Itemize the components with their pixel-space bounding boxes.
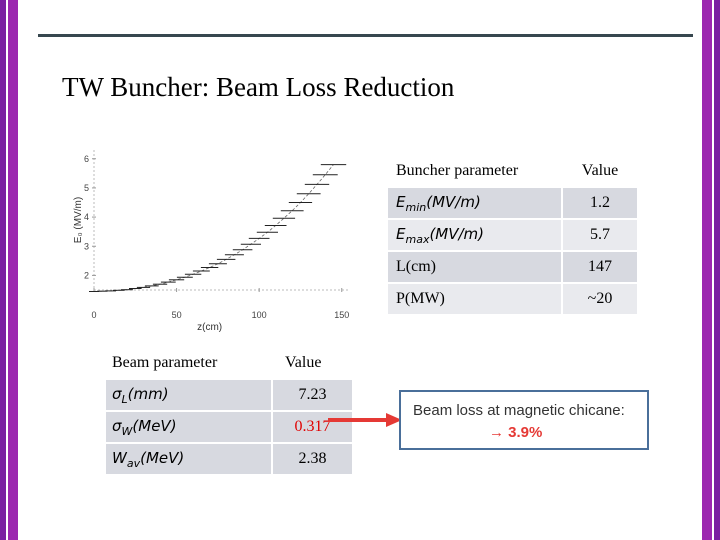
chart-labels: 2 3 4 5 6 0 50 100 150 z(cm) E₀ (MV/m) — [73, 154, 349, 333]
buncher-param-emax: Emax(MV/m) — [388, 220, 561, 252]
buncher-value-power: ~20 — [561, 284, 637, 316]
y-tick-label: 2 — [84, 270, 89, 280]
field-profile-chart: 2 3 4 5 6 0 50 100 150 z(cm) E₀ (MV/m) — [73, 150, 350, 333]
title-rule — [38, 34, 693, 37]
buncher-row-emax: Emax(MV/m) 5.7 — [388, 220, 637, 252]
y-tick-label: 6 — [84, 154, 89, 164]
buncher-table-header: Buncher parameter Value — [388, 156, 637, 188]
buncher-param-length: L(cm) — [388, 252, 561, 284]
beam-value-sigma-w: 0.317 — [271, 412, 352, 444]
right-accent-bar-inner — [702, 0, 712, 540]
chart-axes — [92, 150, 350, 292]
left-accent-bar — [0, 0, 6, 540]
buncher-param-power: P(MW) — [388, 284, 561, 316]
buncher-row-emin: Emin(MV/m) 1.2 — [388, 188, 637, 220]
beam-parameter-table: Beam parameter Value σL(mm) 7.23 σW(MeV)… — [106, 348, 352, 476]
slide-title: TW Buncher: Beam Loss Reduction — [62, 72, 455, 102]
beam-row-sigma-w: σW(MeV) 0.317 — [106, 412, 352, 444]
x-tick-label: 150 — [334, 310, 349, 320]
series-line — [93, 164, 334, 292]
x-tick-label: 0 — [91, 310, 96, 320]
red-arrow-icon — [328, 413, 402, 427]
chart-marks — [89, 164, 347, 292]
beam-value-w-av: 2.38 — [271, 444, 352, 476]
x-tick-label: 50 — [172, 310, 182, 320]
beam-row-sigma-l: σL(mm) 7.23 — [106, 380, 352, 412]
y-tick-label: 5 — [84, 183, 89, 193]
beam-row-w-av: Wav(MeV) 2.38 — [106, 444, 352, 476]
buncher-parameter-table: Buncher parameter Value Emin(MV/m) 1.2 E… — [388, 156, 637, 316]
beam-header-value: Value — [271, 348, 352, 380]
beam-param-sigma-l: σL(mm) — [106, 380, 271, 412]
callout-text: Beam loss at magnetic chicane: — [413, 402, 625, 419]
y-tick-label: 4 — [84, 212, 89, 222]
buncher-row-power: P(MW) ~20 — [388, 284, 637, 316]
y-axis-label: E₀ (MV/m) — [73, 197, 84, 243]
beam-value-sigma-l: 7.23 — [271, 380, 352, 412]
left-accent-bar-inner — [8, 0, 18, 540]
buncher-value-length: 147 — [561, 252, 637, 284]
x-tick-label: 100 — [252, 310, 267, 320]
callout-result: → 3.9% — [489, 424, 543, 441]
y-tick-label: 3 — [84, 241, 89, 251]
buncher-param-emin: Emin(MV/m) — [388, 188, 561, 220]
buncher-value-emin: 1.2 — [561, 188, 637, 220]
buncher-value-emax: 5.7 — [561, 220, 637, 252]
beam-header-param: Beam parameter — [106, 348, 271, 380]
x-axis-label: z(cm) — [197, 322, 222, 333]
buncher-header-value: Value — [561, 156, 637, 188]
beam-table-header: Beam parameter Value — [106, 348, 352, 380]
beam-param-sigma-w: σW(MeV) — [106, 412, 271, 444]
buncher-header-param: Buncher parameter — [388, 156, 561, 188]
beam-loss-callout: Beam loss at magnetic chicane: → 3.9% — [399, 390, 649, 450]
right-accent-bar — [714, 0, 720, 540]
beam-param-w-av: Wav(MeV) — [106, 444, 271, 476]
buncher-row-length: L(cm) 147 — [388, 252, 637, 284]
